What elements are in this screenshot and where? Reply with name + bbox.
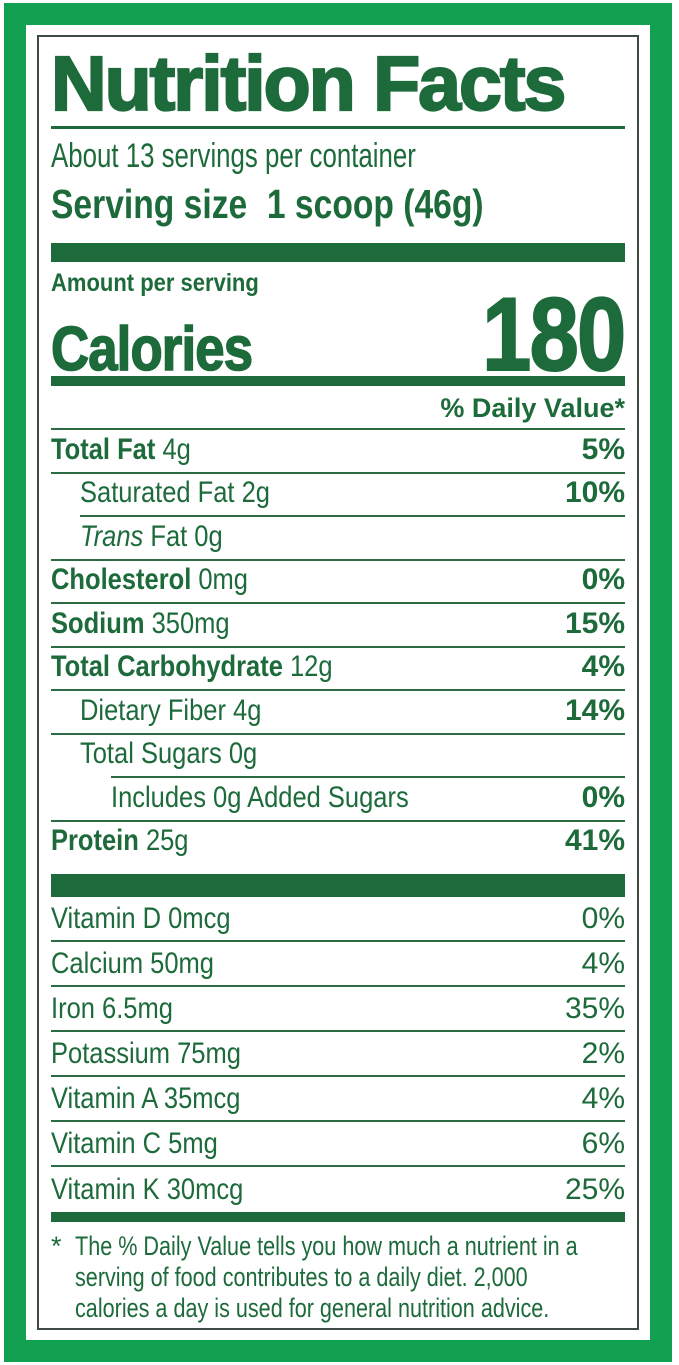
footnote-asterisk: * bbox=[51, 1231, 62, 1261]
nutrient-daily-value: 0% bbox=[581, 780, 625, 814]
footnote-line: serving of food contributes to a daily d… bbox=[75, 1262, 528, 1292]
nutrient-name: Protein 25g bbox=[51, 824, 189, 858]
footnote-line: calories a day is used for general nutri… bbox=[75, 1293, 550, 1323]
vitamin-name: Potassium 75mg bbox=[51, 1036, 241, 1070]
serving-size-value: 1 scoop (46g) bbox=[266, 181, 484, 227]
nutrient-daily-value: 5% bbox=[581, 432, 625, 466]
vitamin-daily-value: 0% bbox=[581, 901, 625, 935]
label-title: Nutrition Facts bbox=[50, 41, 567, 127]
nutrient-row: Total Fat 4g 5% bbox=[51, 428, 625, 472]
calories-divider-bar bbox=[51, 376, 625, 386]
calories-label: Calories bbox=[50, 314, 253, 385]
nutrient-row: Dietary Fiber 4g 14% bbox=[51, 689, 625, 733]
calories-value: 180 bbox=[482, 277, 628, 393]
label-inner-frame: Nutrition Facts About 13 servings per co… bbox=[37, 35, 639, 1330]
servings-text: About 13 servings per container bbox=[51, 137, 416, 175]
vitamin-row: Vitamin D 0mcg 0% bbox=[51, 897, 625, 942]
nutrient-name: Sodium 350mg bbox=[51, 606, 230, 640]
vitamin-rows: Vitamin D 0mcg 0% Calcium 50mg 4% Iron 6.5mg… bbox=[51, 897, 625, 1212]
nutrient-name: Total Fat 4g bbox=[51, 432, 191, 466]
calories-row: Calories 180 bbox=[50, 277, 628, 393]
vitamin-row: Potassium 75mg 2% bbox=[51, 1032, 625, 1077]
vitamin-daily-value: 6% bbox=[581, 1126, 625, 1160]
nutrient-row: Saturated Fat 2g 10% bbox=[51, 471, 625, 516]
vitamin-daily-value: 25% bbox=[564, 1172, 625, 1206]
vitamin-daily-value: 2% bbox=[581, 1036, 625, 1070]
vitamin-name: Vitamin A 35mcg bbox=[51, 1081, 241, 1115]
nutrient-daily-value: 15% bbox=[564, 606, 625, 640]
nutrient-name: Dietary Fiber 4g bbox=[80, 693, 262, 727]
vitamin-name: Vitamin K 30mcg bbox=[51, 1172, 244, 1206]
vitamin-name: Calcium 50mg bbox=[51, 946, 214, 980]
vitamin-row: Vitamin A 35mcg 4% bbox=[51, 1077, 625, 1122]
nutrient-daily-value: 41% bbox=[564, 824, 625, 858]
daily-value-header: % Daily Value* bbox=[440, 393, 625, 423]
vitamin-name: Iron 6.5mg bbox=[51, 991, 173, 1025]
nutrient-rows: Total Fat 4g 5% Saturated Fat 2g 10% Trans F… bbox=[51, 428, 625, 863]
vitamin-row: Vitamin K 30mcg 25% bbox=[51, 1167, 625, 1212]
amount-per-serving: Amount per serving bbox=[51, 269, 625, 298]
vitamin-row: Vitamin C 5mg 6% bbox=[51, 1122, 625, 1167]
footnote-divider-bar bbox=[51, 1212, 625, 1222]
title-divider bbox=[51, 126, 625, 129]
nutrient-row: Trans Fat 0g bbox=[51, 515, 625, 559]
nutrient-row: Total Sugars 0g bbox=[51, 732, 625, 777]
nutrient-daily-value: 10% bbox=[564, 476, 625, 510]
vitamin-daily-value: 4% bbox=[581, 1081, 625, 1115]
vitamin-daily-value: 35% bbox=[564, 991, 625, 1025]
nutrient-daily-value: 14% bbox=[564, 693, 625, 727]
vitamin-row: Iron 6.5mg 35% bbox=[51, 987, 625, 1032]
nutrient-row: Total Carbohydrate 12g 4% bbox=[51, 645, 625, 690]
nutrient-row: Protein 25g 41% bbox=[51, 819, 625, 864]
serving-size-label: Serving size bbox=[51, 181, 248, 227]
vitamin-daily-value: 4% bbox=[581, 946, 625, 980]
nutrient-name: Total Carbohydrate 12g bbox=[51, 650, 333, 684]
nutrient-row: Includes 0g Added Sugars 0% bbox=[51, 776, 625, 820]
amount-per-serving-label: Amount per serving bbox=[51, 269, 259, 297]
nutrient-name: Total Sugars 0g bbox=[80, 737, 258, 771]
nutrient-row: Sodium 350mg 15% bbox=[51, 602, 625, 646]
footnote-lines: The % Daily Value tells you how much a n… bbox=[75, 1231, 625, 1324]
serving-size-row: Serving size 1 scoop (46g) bbox=[51, 179, 625, 229]
servings-per-container: About 13 servings per container bbox=[51, 133, 625, 179]
footnote: * The % Daily Value tells you how much a… bbox=[51, 1231, 625, 1324]
nutrient-name: Cholesterol 0mg bbox=[51, 563, 248, 597]
nutrient-name: Saturated Fat 2g bbox=[80, 476, 270, 510]
nutrient-daily-value: 4% bbox=[581, 650, 625, 684]
nutrient-row: Cholesterol 0mg 0% bbox=[51, 558, 625, 603]
footnote-line: The % Daily Value tells you how much a n… bbox=[75, 1231, 578, 1261]
section-bar-top bbox=[51, 243, 625, 262]
vitamin-name: Vitamin C 5mg bbox=[51, 1126, 218, 1160]
vitamin-name: Vitamin D 0mcg bbox=[51, 901, 231, 935]
label-outer-border: Nutrition Facts About 13 servings per co… bbox=[4, 3, 672, 1362]
section-bar-protein bbox=[51, 874, 625, 897]
vitamin-row: Calcium 50mg 4% bbox=[51, 942, 625, 987]
nutrient-name: Trans Fat 0g bbox=[80, 519, 223, 553]
nutrient-name: Includes 0g Added Sugars bbox=[111, 780, 409, 814]
nutrient-daily-value: 0% bbox=[581, 563, 625, 597]
